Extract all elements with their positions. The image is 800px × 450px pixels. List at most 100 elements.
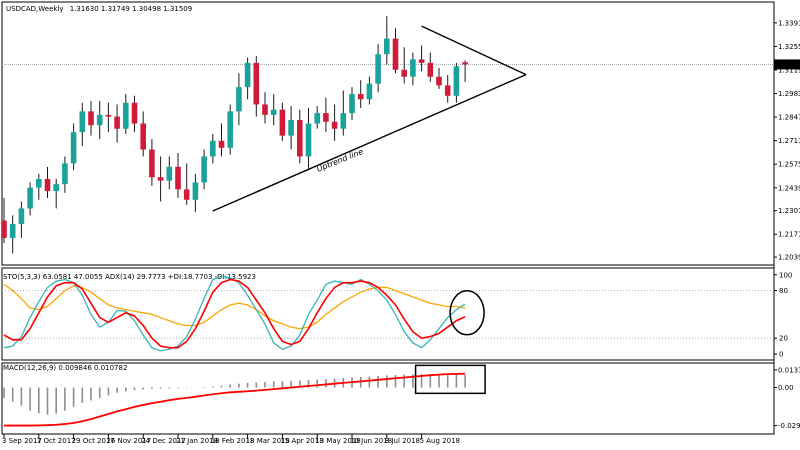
candle-body xyxy=(18,208,25,225)
candle-body xyxy=(236,87,242,112)
candle-body xyxy=(462,62,468,65)
x-tick-label: 15 Apr 2018 xyxy=(280,437,323,445)
candle-body xyxy=(262,104,268,115)
candle-body xyxy=(305,123,312,157)
candle-body xyxy=(288,120,294,136)
candle-body xyxy=(453,66,460,96)
x-tick-label: 24 Dec 2017 xyxy=(141,437,186,445)
candle-body xyxy=(357,94,364,100)
candle-body xyxy=(418,59,425,63)
price-ytick-label: 1.23070 xyxy=(778,207,800,215)
candle-body xyxy=(331,121,338,129)
candle-body xyxy=(96,114,103,126)
candle-body xyxy=(131,102,138,124)
candle-body xyxy=(1,220,7,238)
current-price-tag xyxy=(774,59,800,70)
candle-body xyxy=(297,120,303,157)
macd-pane-border xyxy=(1,362,775,435)
macd-label: MACD(12,26,9) 0.009846 0.010782 xyxy=(3,364,127,372)
price-ytick-label: 1.28470 xyxy=(778,114,800,122)
candle-body xyxy=(349,94,355,114)
x-tick-label: 18 Feb 2018 xyxy=(211,437,255,445)
candle-body xyxy=(401,69,407,77)
uptrend-line xyxy=(212,73,527,212)
x-tick-label: 1 Oct 2017 xyxy=(37,437,76,445)
price-ytick-label: 1.27110 xyxy=(778,137,800,145)
candle-body xyxy=(9,224,16,238)
stoch-ytick-label: 20 xyxy=(779,335,788,343)
x-tick-label: 26 Nov 2017 xyxy=(106,437,151,445)
candle-body xyxy=(44,178,51,192)
candle-body xyxy=(366,83,373,100)
price-ytick-label: 1.20390 xyxy=(778,254,800,262)
macd-signal-line xyxy=(4,372,466,427)
price-ytick-label: 1.33910 xyxy=(778,19,800,27)
candle-body xyxy=(201,156,207,183)
price-ytick-label: 1.21710 xyxy=(778,231,800,239)
candle-body xyxy=(323,113,329,122)
candle-body xyxy=(270,109,277,115)
candle-body xyxy=(88,111,94,126)
candle-body xyxy=(192,182,199,200)
candle-body xyxy=(36,178,42,188)
stoch-ytick-label: 0 xyxy=(779,351,783,359)
candle-body xyxy=(70,132,77,164)
stochastic-pane: STO(5,3,3) 63.0581 47.0055 ADX(14) 29.77… xyxy=(2,271,792,359)
price-ytick-label: 1.24390 xyxy=(778,184,800,192)
x-tick-label: 13 May 2018 xyxy=(315,437,361,445)
x-tick-label: 10 Jun 2018 xyxy=(350,437,392,445)
candle-body xyxy=(166,166,173,181)
macd-ytick-label: -0.029596 xyxy=(778,422,800,430)
candle-body xyxy=(375,54,381,84)
resistance-line xyxy=(421,25,527,76)
x-tick-label: 5 Aug 2018 xyxy=(420,437,460,445)
stoch-d-line xyxy=(3,278,466,349)
candle-body xyxy=(114,116,120,129)
candle-body xyxy=(392,38,399,70)
stoch-ytick-label: 100 xyxy=(779,271,792,279)
candle-body xyxy=(105,114,112,117)
candle-body xyxy=(27,187,33,209)
price-pane-title: USDCAD,Weekly 1.31630 1.31749 1.30498 1.… xyxy=(6,5,192,13)
stoch-circle-annotation xyxy=(449,290,485,336)
macd-box-annotation xyxy=(414,364,486,395)
candle-body xyxy=(210,140,216,157)
frame-layer xyxy=(1,1,775,435)
macd-ytick-label: 0.013701 xyxy=(778,366,800,374)
x-tick-label: 8 Jul 2018 xyxy=(385,437,420,445)
x-tick-label: 3 Sep 2017 xyxy=(2,437,42,445)
candle-body xyxy=(140,123,146,150)
candle-body xyxy=(340,113,347,129)
candle-body xyxy=(427,62,434,77)
candle-body xyxy=(253,62,260,105)
candle-body xyxy=(436,76,442,86)
stoch-ytick-label: 80 xyxy=(779,287,788,295)
candle-body xyxy=(244,62,251,88)
price-ytick-label: 1.29830 xyxy=(778,90,800,98)
x-tick-label: 18 Mar 2018 xyxy=(246,437,290,445)
candle-body xyxy=(157,177,164,181)
candle-body xyxy=(444,85,451,96)
candle-body xyxy=(218,140,225,148)
stoch-k-line xyxy=(3,275,466,352)
price-ytick-label: 1.32550 xyxy=(778,43,800,51)
price-pane: USDCAD,Weekly 1.31630 1.31749 1.30498 1.… xyxy=(1,5,800,262)
stochastic-label: STO(5,3,3) 63.0581 47.0055 ADX(14) 29.77… xyxy=(3,273,256,281)
candle-body xyxy=(62,163,68,185)
symbol-label: USDCAD,Weekly xyxy=(6,5,64,13)
candle-body xyxy=(123,102,129,129)
candle-body xyxy=(149,149,155,178)
candle-body xyxy=(79,111,86,133)
candle-body xyxy=(183,189,190,200)
candle-body xyxy=(227,111,233,148)
trend-label: Uptrend line xyxy=(315,147,364,174)
candle-body xyxy=(410,59,416,77)
candle-body xyxy=(384,38,390,55)
candle-body xyxy=(53,184,59,192)
candle-body xyxy=(175,166,181,190)
price-ytick-label: 1.31190 xyxy=(778,66,800,74)
price-ytick-label: 1.25750 xyxy=(778,161,800,169)
x-tick-label: 21 Jan 2018 xyxy=(176,437,218,445)
